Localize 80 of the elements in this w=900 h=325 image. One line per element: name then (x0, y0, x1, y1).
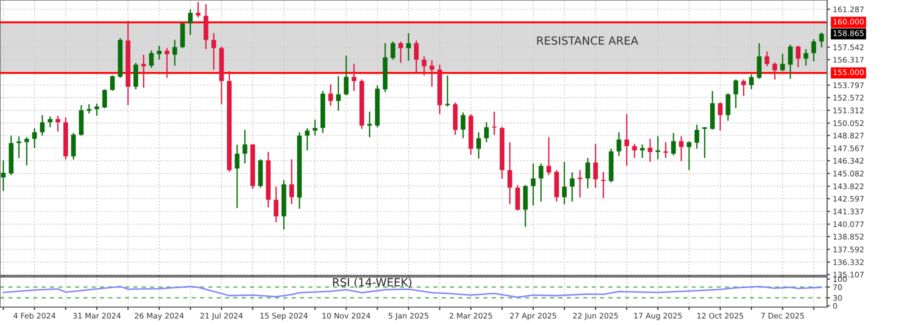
candlestick (188, 8, 193, 36)
candlestick (492, 111, 497, 136)
candlestick (819, 32, 824, 48)
candlestick (289, 158, 294, 205)
candlestick (16, 136, 22, 159)
candlestick (390, 40, 396, 60)
candlestick (141, 54, 146, 88)
candlestick (242, 129, 248, 164)
candlestick (344, 55, 349, 96)
candlestick (796, 45, 800, 68)
candlestick (149, 50, 154, 69)
band-label: RESISTANCE AREA (537, 36, 638, 45)
candlestick (328, 84, 333, 107)
candlestick (414, 40, 419, 74)
candlestick (616, 132, 622, 157)
candlestick (648, 138, 652, 163)
candlestick (40, 114, 45, 136)
candlestick (538, 162, 544, 202)
candlestick (336, 76, 341, 112)
candlestick (94, 102, 100, 116)
candlestick (32, 128, 37, 149)
candlestick (749, 74, 754, 90)
candlestick (632, 143, 637, 159)
candlestick (593, 143, 598, 188)
candlestick (515, 184, 520, 211)
candlestick (601, 171, 606, 199)
candlestick (546, 136, 552, 176)
candlestick (570, 172, 575, 202)
candlestick (530, 162, 536, 206)
candlestick (656, 136, 660, 160)
candlestick (804, 48, 808, 66)
candlestick (585, 157, 590, 189)
candlestick (640, 144, 645, 159)
candlestick (406, 32, 411, 62)
candlestick (733, 78, 738, 109)
candlestick (367, 111, 372, 138)
candlestick (788, 44, 793, 80)
candlestick (71, 132, 76, 160)
candlestick (398, 40, 404, 64)
candlestick (164, 48, 170, 78)
chart-title: RSI (14-WEEK) (333, 278, 412, 288)
candlestick (702, 126, 707, 159)
candlestick (196, 1, 200, 18)
candlestick (430, 60, 434, 88)
candlestick (476, 132, 482, 160)
candlestick (756, 42, 762, 80)
candlestick (110, 74, 115, 92)
candlestick (352, 63, 356, 92)
candlestick (562, 161, 567, 205)
candlestick (578, 169, 582, 198)
candlestick (234, 144, 240, 209)
candlestick (312, 119, 318, 136)
candlestick (694, 124, 700, 150)
candlestick (56, 115, 60, 132)
candlestick (180, 22, 185, 49)
candlestick (422, 56, 426, 76)
candlestick (211, 32, 216, 70)
candlestick (172, 39, 178, 66)
candlestick (523, 184, 528, 228)
candlestick (86, 104, 92, 114)
candlestick (811, 38, 816, 62)
candlestick (726, 92, 730, 122)
candlestick (508, 142, 512, 205)
candlestick (780, 53, 785, 72)
candlestick (484, 122, 489, 143)
candlestick (671, 132, 676, 156)
candlestick (686, 140, 692, 171)
candlestick (460, 112, 466, 139)
candlestick (1, 160, 6, 192)
candlestick (304, 128, 310, 151)
candlestick (718, 102, 723, 132)
candlestick (102, 88, 107, 109)
candlestick (274, 186, 278, 223)
candlestick (48, 116, 52, 128)
candlestick (772, 62, 778, 80)
candlestick (133, 62, 138, 90)
candlestick (678, 136, 684, 162)
candlestick (764, 50, 770, 67)
candlestick (741, 78, 746, 97)
candlestick (624, 113, 630, 166)
